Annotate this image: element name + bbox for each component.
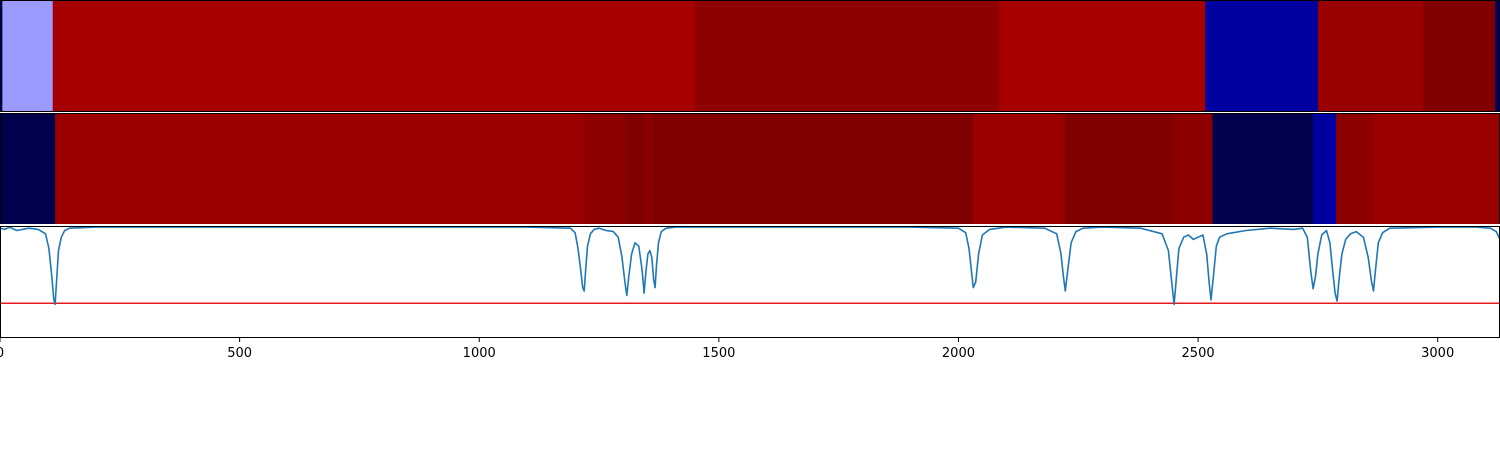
x-tick-label: 500 xyxy=(227,346,252,361)
strip-2-segment-11 xyxy=(1313,113,1337,225)
x-tick-label: 0 xyxy=(0,346,4,361)
strip-2-segment-3 xyxy=(583,113,626,225)
strip-2-segment-10 xyxy=(1212,113,1314,225)
x-tick-label: 2500 xyxy=(1182,346,1215,361)
x-tick-label: 1500 xyxy=(702,346,735,361)
strip-1-segment-5 xyxy=(999,0,1206,112)
strip-2-segment-7 xyxy=(972,113,1066,225)
strip-2-segment-12 xyxy=(1336,113,1374,225)
signal-line xyxy=(0,226,1500,306)
strip-2-segment-5 xyxy=(644,113,654,225)
strip-2-segment-4 xyxy=(625,113,646,225)
strip-2-segment-2 xyxy=(55,113,585,225)
x-tick-label: 1000 xyxy=(463,346,496,361)
strip-2-segment-13 xyxy=(1373,113,1500,225)
strip-1-segment-3 xyxy=(52,0,696,112)
line-panel-background xyxy=(0,226,1500,338)
strip-1-segment-4 xyxy=(694,0,1000,112)
line-panel-top-mask xyxy=(0,224,1500,226)
heatmap-strip-1 xyxy=(0,0,1500,112)
strip-1-segment-7 xyxy=(1317,0,1424,112)
line-plot-panel xyxy=(0,224,1500,338)
strip-2-segment-6 xyxy=(652,113,974,225)
x-axis: 0 500 1000 1500 2000 2500 3000 xyxy=(0,338,1454,361)
strip-1-segment-6 xyxy=(1205,0,1319,112)
strip-1-segment-9 xyxy=(1495,0,1500,112)
x-tick-label: 2000 xyxy=(942,346,975,361)
strip-1-segment-8 xyxy=(1423,0,1496,112)
strip-2-segment-8 xyxy=(1064,113,1175,225)
heatmap-strip-2 xyxy=(0,113,1500,225)
strip-1-segment-2 xyxy=(2,0,54,112)
x-tick-label: 3000 xyxy=(1421,346,1454,361)
strip-2-segment-1 xyxy=(0,113,56,225)
strip-1-segment-1 xyxy=(0,0,3,112)
strip-2-segment-9 xyxy=(1174,113,1214,225)
